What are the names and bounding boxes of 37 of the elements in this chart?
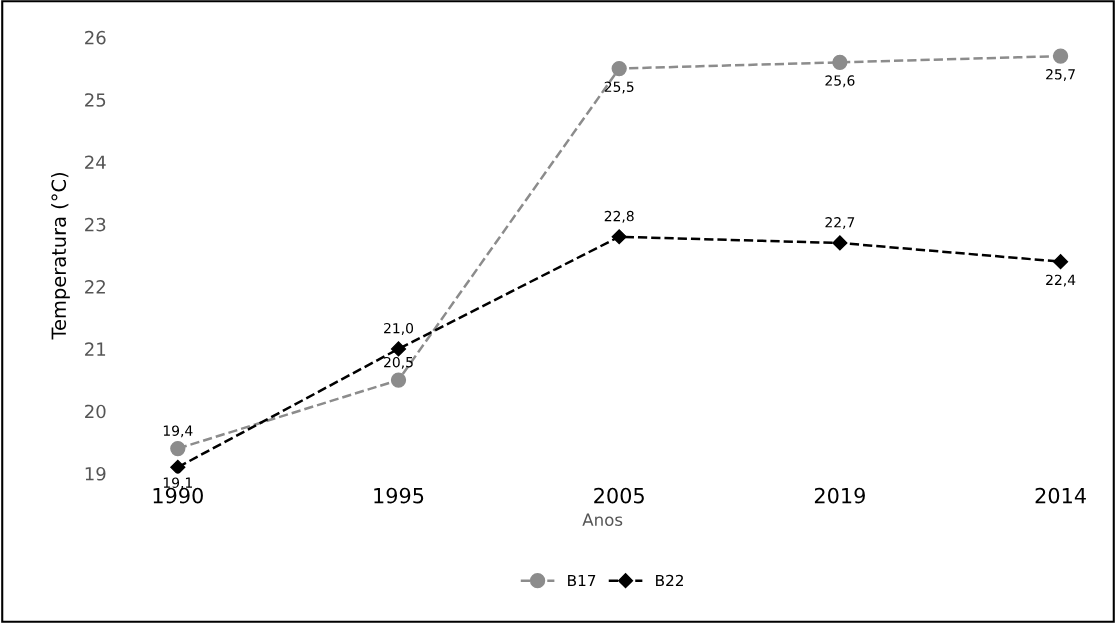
legend-label: B17 [568, 574, 596, 587]
point [832, 235, 848, 251]
x-axis-title: Anos [582, 513, 623, 526]
point [170, 440, 186, 457]
y-tick-label: 24 [85, 155, 106, 169]
point [832, 54, 848, 70]
y-tick-label: 23 [85, 217, 106, 232]
point [170, 459, 186, 474]
x-tick-label: 2019 [814, 487, 865, 504]
point [390, 372, 407, 388]
point [390, 341, 407, 357]
data-label: 25,7 [1046, 69, 1075, 81]
data-label: 21,0 [384, 322, 414, 335]
x-tick-label: 1995 [374, 487, 424, 504]
y-tick-label: 26 [85, 30, 106, 45]
y-tick-label: 19 [85, 466, 106, 481]
data-label: 22,4 [1046, 274, 1076, 287]
x-tick-label: 2014 [1035, 487, 1086, 504]
point [1052, 48, 1069, 64]
point [611, 229, 627, 245]
point [611, 60, 627, 77]
data-label: 25,5 [604, 81, 634, 94]
y-tick-label: 25 [85, 93, 106, 107]
data-label: 22,7 [825, 217, 855, 229]
legend-label: B22 [656, 574, 683, 587]
y-tick-label: 22 [85, 280, 105, 294]
y-tick-label: 20 [85, 404, 106, 419]
data-label: 22,8 [604, 210, 634, 223]
data-label: 19,4 [163, 425, 193, 438]
data-label: 20,5 [384, 356, 413, 369]
data-label: 19,1 [163, 477, 192, 490]
x-tick-label: 2005 [594, 487, 644, 504]
y-axis-title: Temperatura (°C) [51, 173, 70, 340]
point [1053, 254, 1069, 270]
y-tick-label: 21 [85, 342, 106, 356]
x-tick-label: 1990 [153, 487, 203, 504]
data-label: 25,6 [825, 75, 855, 88]
